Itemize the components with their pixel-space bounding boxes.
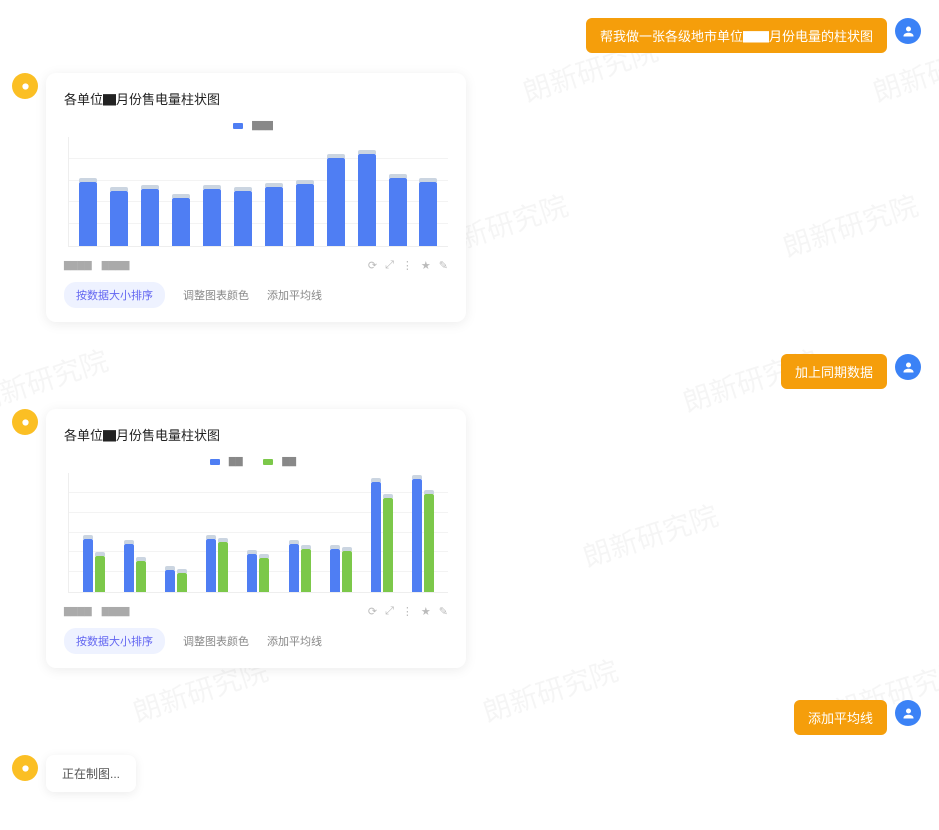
user-message-bubble: 加上同期数据 xyxy=(781,354,887,389)
bar[interactable] xyxy=(265,187,283,246)
add-avg-line-link[interactable]: 添加平均线 xyxy=(267,287,322,303)
chart-tool-icon[interactable]: ⋮ xyxy=(402,605,413,618)
user-message-row: 加上同期数据 xyxy=(12,354,921,389)
bar[interactable] xyxy=(289,544,299,592)
chart-title: 各单位▇月份售电量柱状图 xyxy=(64,89,448,108)
bar[interactable] xyxy=(124,544,134,592)
bar[interactable] xyxy=(327,158,345,246)
user-avatar xyxy=(895,18,921,44)
chart-plot-area xyxy=(64,473,448,597)
legend-label: ▇▇▇ xyxy=(252,120,273,131)
chart-tool-icon[interactable]: ⋮ xyxy=(402,259,413,272)
person-icon xyxy=(901,706,916,721)
meta-text: ▇▇▇▇ xyxy=(64,260,92,271)
person-icon xyxy=(901,360,916,375)
bot-avatar xyxy=(12,73,38,99)
chart-legend: ▇▇ ▇▇ xyxy=(64,456,448,467)
sort-button[interactable]: 按数据大小排序 xyxy=(64,282,165,308)
chart-tool-icon[interactable]: ✎ xyxy=(439,259,448,272)
bar[interactable] xyxy=(330,549,340,592)
bot-avatar xyxy=(12,409,38,435)
bar[interactable] xyxy=(389,178,407,246)
chart-tool-icon[interactable]: ★ xyxy=(421,259,431,272)
plot-canvas[interactable] xyxy=(68,473,448,593)
chart-card-1: 各单位▇月份售电量柱状图 ▇▇▇ ▇▇▇▇ ▇▇▇▇ ⟳ ⤢ ⋮ ★ ✎ 按数据大小排序… xyxy=(46,73,466,322)
chart-meta-row: ▇▇▇▇ ▇▇▇▇ ⟳ ⤢ ⋮ ★ ✎ xyxy=(64,259,448,272)
user-message-row: 添加平均线 xyxy=(12,700,921,735)
chart-legend: ▇▇▇ xyxy=(64,120,448,131)
chart-tool-icon[interactable]: ✎ xyxy=(439,605,448,618)
chart-tool-icon[interactable]: ⤢ xyxy=(385,259,394,272)
legend-label: ▇▇ xyxy=(282,456,296,467)
plot-canvas[interactable] xyxy=(68,137,448,247)
bar[interactable] xyxy=(203,189,221,246)
add-avg-line-link[interactable]: 添加平均线 xyxy=(267,633,322,649)
bar[interactable] xyxy=(136,561,146,592)
bar[interactable] xyxy=(424,494,434,592)
bar[interactable] xyxy=(218,542,228,592)
chart-meta-row: ▇▇▇▇ ▇▇▇▇ ⟳ ⤢ ⋮ ★ ✎ xyxy=(64,605,448,618)
bar[interactable] xyxy=(358,154,376,246)
chart-plot-area xyxy=(64,137,448,251)
bar[interactable] xyxy=(419,182,437,246)
chart-tool-icon[interactable]: ★ xyxy=(421,605,431,618)
legend-swatch xyxy=(210,459,220,465)
chart-action-row: 按数据大小排序 调整图表颜色 添加平均线 xyxy=(64,628,448,654)
bot-icon xyxy=(18,761,33,776)
person-icon xyxy=(901,24,916,39)
legend-swatch xyxy=(233,123,243,129)
legend-label: ▇▇ xyxy=(229,456,243,467)
bot-avatar xyxy=(12,755,38,781)
bar[interactable] xyxy=(177,573,187,592)
bar[interactable] xyxy=(301,549,311,592)
chart-toolbar: ⟳ ⤢ ⋮ ★ ✎ xyxy=(368,605,448,618)
bar[interactable] xyxy=(206,539,216,592)
bar[interactable] xyxy=(234,191,252,246)
user-message-bubble: 帮我做一张各级地市单位▇▇月份电量的柱状图 xyxy=(586,18,887,53)
bar[interactable] xyxy=(412,479,422,592)
bar[interactable] xyxy=(165,570,175,592)
bar[interactable] xyxy=(172,198,190,246)
chart-toolbar: ⟳ ⤢ ⋮ ★ ✎ xyxy=(368,259,448,272)
user-avatar xyxy=(895,700,921,726)
user-avatar xyxy=(895,354,921,380)
chart-action-row: 按数据大小排序 调整图表颜色 添加平均线 xyxy=(64,282,448,308)
recolor-link[interactable]: 调整图表颜色 xyxy=(183,633,249,649)
bot-icon xyxy=(18,79,33,94)
loading-message: 正在制图... xyxy=(46,755,136,792)
meta-text: ▇▇▇▇ xyxy=(102,260,130,271)
bot-message-row: 各单位▇月份售电量柱状图 ▇▇ ▇▇ ▇▇▇▇ ▇▇▇▇ ⟳⤢⋮★✎ 按数据大小… xyxy=(12,409,921,668)
bar[interactable] xyxy=(296,184,314,246)
chart-card-2: 各单位▇月份售电量柱状图 ▇▇ ▇▇ ▇▇▇▇ ▇▇▇▇ ⟳⤢⋮★✎ 按数据大小… xyxy=(46,409,466,668)
recolor-link[interactable]: 调整图表颜色 xyxy=(183,287,249,303)
bar[interactable] xyxy=(95,556,105,592)
bar[interactable] xyxy=(247,554,257,592)
bar[interactable] xyxy=(371,482,381,592)
bot-icon xyxy=(18,415,33,430)
user-message-row: 帮我做一张各级地市单位▇▇月份电量的柱状图 xyxy=(12,18,921,53)
chat-thread: 帮我做一张各级地市单位▇▇月份电量的柱状图 各单位▇月份售电量柱状图 ▇▇▇ ▇… xyxy=(0,0,939,830)
chart-tool-icon[interactable]: ⟳ xyxy=(368,605,377,618)
legend-swatch xyxy=(263,459,273,465)
bar[interactable] xyxy=(342,551,352,592)
user-message-bubble: 添加平均线 xyxy=(794,700,887,735)
chart-tool-icon[interactable]: ⤢ xyxy=(385,605,394,618)
chart-title: 各单位▇月份售电量柱状图 xyxy=(64,425,448,444)
meta-text: ▇▇▇▇ xyxy=(64,606,92,617)
bar[interactable] xyxy=(383,498,393,592)
bar[interactable] xyxy=(79,182,97,246)
bar[interactable] xyxy=(259,558,269,592)
bot-message-row: 各单位▇月份售电量柱状图 ▇▇▇ ▇▇▇▇ ▇▇▇▇ ⟳ ⤢ ⋮ ★ ✎ 按数据大小排序… xyxy=(12,73,921,322)
bar[interactable] xyxy=(141,189,159,246)
bot-message-row: 正在制图... xyxy=(12,755,921,792)
chart-tool-icon[interactable]: ⟳ xyxy=(368,259,377,272)
meta-text: ▇▇▇▇ xyxy=(102,606,130,617)
sort-button[interactable]: 按数据大小排序 xyxy=(64,628,165,654)
bar[interactable] xyxy=(83,539,93,592)
bar[interactable] xyxy=(110,191,128,246)
